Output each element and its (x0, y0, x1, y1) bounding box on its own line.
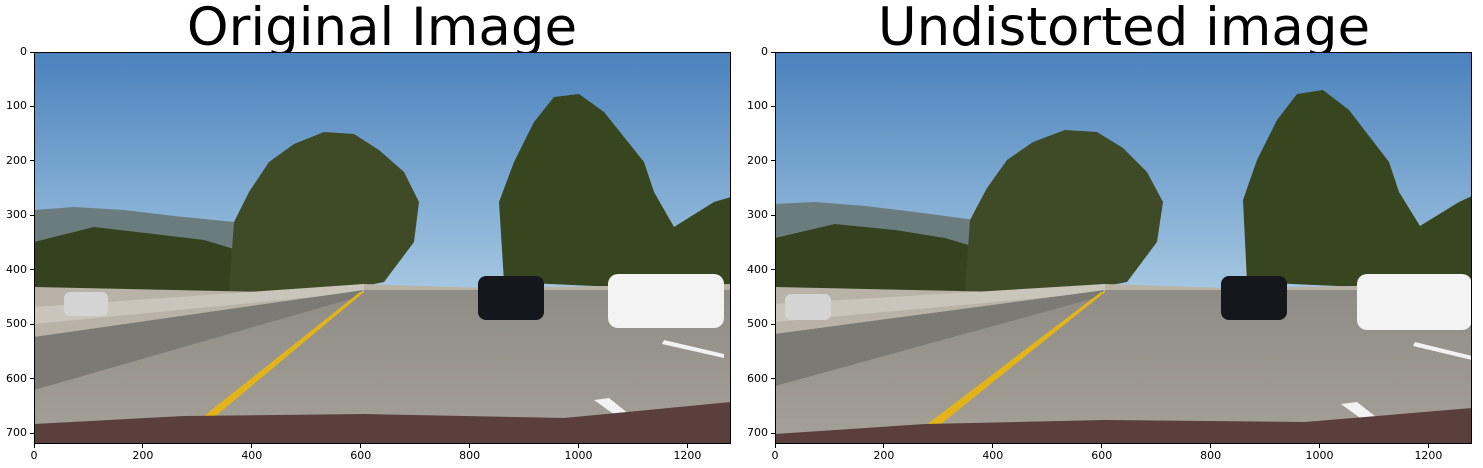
x-tick-mark (774, 444, 776, 448)
x-tick-label: 200 (873, 449, 895, 462)
y-tick-mark (771, 378, 775, 380)
y-tick-label: 300 (747, 208, 768, 222)
y-tick-label: 100 (747, 99, 768, 113)
y-tick-label: 500 (747, 317, 768, 331)
x-tick-label: 600 (1091, 449, 1113, 462)
y-tick-label: 200 (747, 153, 768, 167)
y-tick-mark (30, 269, 34, 271)
x-tick-label: 1200 (1414, 449, 1443, 462)
x-tick-mark (142, 444, 144, 448)
y-tick-mark (771, 51, 775, 53)
y-tick-mark (30, 51, 34, 53)
x-tick-mark (992, 444, 994, 448)
y-tick-label: 400 (747, 262, 768, 276)
y-tick-label: 200 (6, 153, 27, 167)
x-tick-label: 200 (132, 449, 154, 462)
x-tick-mark (1101, 444, 1103, 448)
x-tick-label: 600 (350, 449, 372, 462)
x-tick-mark (33, 444, 35, 448)
y-tick-mark (771, 323, 775, 325)
x-tick-mark (1319, 444, 1321, 448)
y-tick-mark (771, 214, 775, 216)
x-tick-label: 1200 (673, 449, 702, 462)
x-tick-label: 1000 (564, 449, 593, 462)
y-tick-label: 600 (747, 371, 768, 385)
y-tick-label: 0 (20, 45, 27, 58)
x-tick-label: 400 (241, 449, 263, 462)
y-tick-mark (30, 432, 34, 434)
y-tick-mark (30, 323, 34, 325)
y-tick-label: 0 (761, 45, 768, 58)
y-tick-label: 400 (6, 262, 27, 276)
x-tick-mark (360, 444, 362, 448)
panel-title-undistorted: Undistorted image (877, 0, 1371, 58)
x-tick-label: 0 (771, 449, 779, 462)
panel-title-original: Original Image (186, 0, 578, 58)
y-tick-mark (30, 214, 34, 216)
y-tick-label: 300 (6, 208, 27, 222)
x-tick-mark (686, 444, 688, 448)
x-tick-mark (578, 444, 580, 448)
y-tick-label: 700 (6, 426, 27, 440)
x-tick-label: 1000 (1305, 449, 1334, 462)
y-tick-mark (30, 378, 34, 380)
y-tick-mark (771, 269, 775, 271)
y-tick-label: 500 (6, 317, 27, 331)
y-tick-mark (771, 432, 775, 434)
x-tick-label: 800 (1200, 449, 1222, 462)
axes-original: 0 200 400 600 800 1000 1200 0 100 200 300 400 500 600… (6, 46, 731, 462)
x-tick-mark (1427, 444, 1429, 448)
road-photo-original (34, 52, 731, 444)
x-tick-mark (469, 444, 471, 448)
y-tick-label: 600 (6, 371, 27, 385)
x-tick-label: 400 (982, 449, 1004, 462)
y-tick-mark (30, 160, 34, 162)
road-photo-undistorted (775, 52, 1472, 444)
x-tick-mark (251, 444, 253, 448)
x-tick-label: 0 (30, 449, 38, 462)
y-tick-mark (771, 105, 775, 107)
y-tick-label: 700 (747, 426, 768, 440)
x-tick-mark (883, 444, 885, 448)
x-tick-label: 800 (459, 449, 481, 462)
y-tick-mark (30, 105, 34, 107)
axes-undistorted: 0 200 400 600 800 1000 1200 0 100 200 300 400 500 600… (747, 46, 1472, 462)
y-tick-mark (771, 160, 775, 162)
y-tick-label: 100 (6, 99, 27, 113)
x-tick-mark (1210, 444, 1212, 448)
